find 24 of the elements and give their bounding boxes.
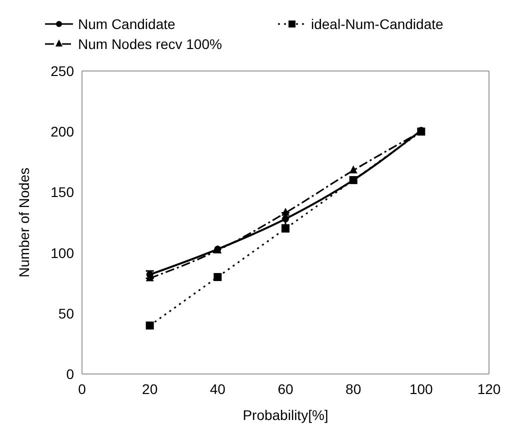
- legend-label: Num Candidate: [78, 16, 176, 32]
- y-tick-label: 0: [66, 366, 74, 382]
- point: [349, 165, 358, 174]
- point: [282, 224, 290, 233]
- x-tick-label: 100: [409, 380, 434, 397]
- x-tick-label: 120: [477, 380, 501, 397]
- legend-label: ideal-Num-Candidate: [311, 16, 444, 32]
- x-tick-label: 0: [78, 380, 86, 397]
- point: [146, 322, 154, 330]
- point: [214, 273, 222, 282]
- point: [282, 208, 290, 216]
- y-tick-label: 150: [50, 184, 74, 200]
- legend-label: Num Nodes recv 100%: [78, 36, 222, 52]
- y-tick-label: 200: [50, 124, 74, 140]
- y-axis-title: Number of Nodes: [16, 168, 32, 278]
- y-tick-label: 250: [50, 62, 74, 79]
- y-tick-label: 100: [50, 244, 74, 261]
- x-tick-label: 20: [142, 380, 158, 397]
- x-tick-label: 80: [346, 380, 362, 397]
- point: [282, 215, 289, 222]
- x-tick-label: 60: [278, 380, 294, 397]
- x-tick-label: 40: [210, 380, 226, 397]
- x-axis-title: Probability[%]: [242, 407, 328, 423]
- y-tick-label: 50: [58, 305, 74, 322]
